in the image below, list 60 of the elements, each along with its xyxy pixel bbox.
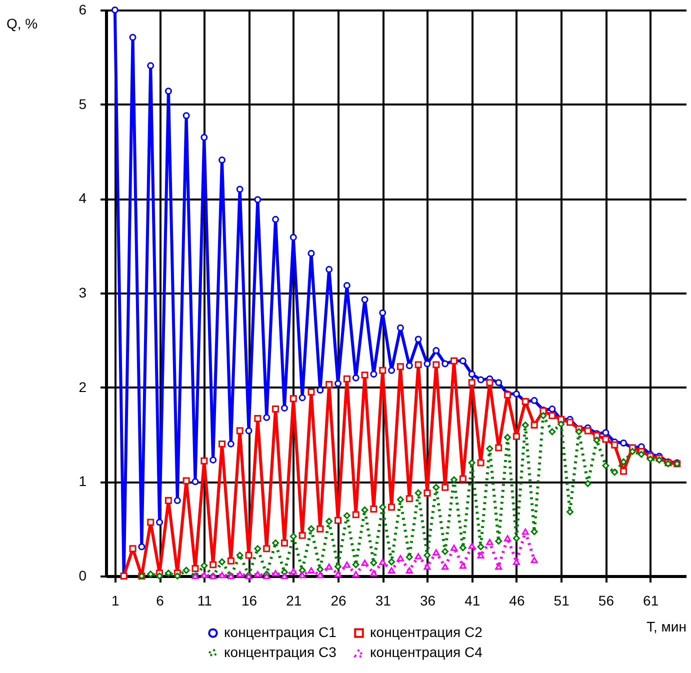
point [263, 572, 270, 580]
x-tick-label: 36 [420, 592, 436, 608]
point [379, 558, 386, 565]
point [254, 570, 262, 578]
point [290, 568, 297, 574]
point [272, 570, 280, 576]
y-axis-title: Q, % [6, 16, 38, 32]
y-tick-label: 3 [78, 284, 87, 300]
x-tick-label: 41 [464, 592, 480, 608]
x-tick-label: 46 [509, 592, 525, 608]
x-axis-title: T, мин [646, 618, 686, 634]
legend-label: концентрация С4 [370, 644, 483, 660]
legend-label: концентрация С1 [224, 624, 337, 640]
x-tick-label: 6 [156, 592, 164, 608]
x-tick-label: 61 [643, 592, 659, 608]
point [280, 572, 288, 580]
x-tick-label: 51 [554, 592, 570, 608]
x-tick-label: 1 [112, 592, 120, 608]
y-tick-label: 5 [78, 96, 87, 112]
point [352, 570, 360, 578]
point [396, 554, 404, 562]
y-tick-label: 4 [78, 190, 87, 206]
point [298, 572, 306, 578]
point [334, 570, 342, 578]
point [200, 572, 208, 578]
point [388, 567, 396, 574]
point [442, 563, 449, 570]
point [218, 572, 226, 578]
point [316, 572, 324, 578]
x-tick-label: 56 [598, 592, 614, 608]
point [370, 570, 378, 576]
point [361, 560, 368, 566]
point [414, 553, 422, 560]
point [530, 556, 538, 564]
point [432, 549, 440, 556]
point [486, 538, 494, 546]
x-tick-label: 16 [241, 592, 258, 608]
legend-label: концентрация С3 [224, 644, 337, 660]
y-tick-label: 1 [78, 473, 87, 490]
point [326, 563, 333, 570]
point [236, 570, 244, 578]
point [459, 562, 466, 569]
point [512, 558, 520, 565]
point [504, 535, 512, 542]
point [424, 563, 431, 570]
point [468, 542, 476, 549]
point [450, 544, 458, 551]
point [343, 562, 350, 568]
point [477, 552, 484, 558]
x-tick-label: 31 [375, 592, 392, 608]
point [406, 567, 413, 574]
y-tick-label: 6 [78, 2, 87, 18]
point [522, 528, 529, 535]
point [308, 567, 315, 574]
legend-label: концентрация С2 [370, 624, 483, 640]
x-tick-label: 21 [286, 592, 302, 608]
y-tick-label: 2 [78, 378, 87, 395]
x-tick-label: 11 [197, 592, 212, 608]
x-tick-label: 26 [330, 592, 346, 608]
y-tick-label: 0 [78, 568, 87, 584]
